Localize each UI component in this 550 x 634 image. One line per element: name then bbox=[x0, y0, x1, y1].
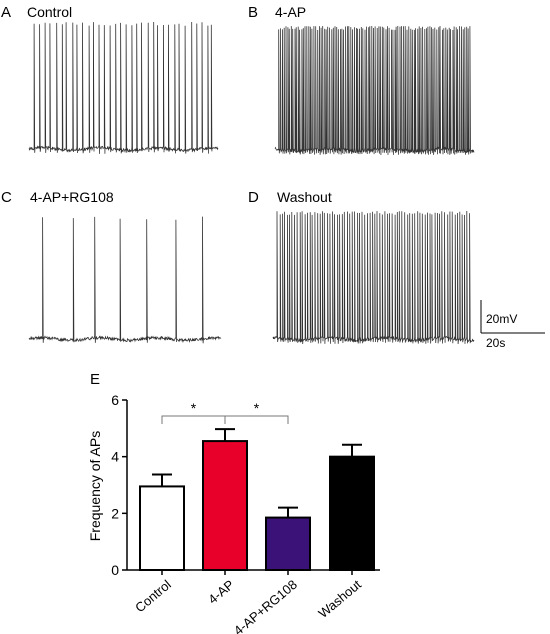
panel-a: A Control bbox=[1, 4, 219, 154]
significance-bracket bbox=[161, 415, 226, 424]
voltage-trace-line bbox=[274, 25, 475, 156]
bar-chart: 0 2 4 6 Control 4-AP4-AP+RG108 Washout * * bbox=[111, 392, 380, 634]
x-tick-label: 4-AP bbox=[205, 577, 237, 607]
scale-bar-time-label: 20s bbox=[486, 336, 505, 350]
significance-star: * bbox=[191, 400, 197, 416]
panel-d-title: Washout bbox=[277, 189, 332, 205]
y-axis-label: Frequency of APs bbox=[87, 431, 103, 542]
x-tick-label: Washout bbox=[315, 577, 364, 621]
scale-bar: 20mV 20s bbox=[480, 300, 545, 350]
panel-e-letter: E bbox=[90, 371, 100, 388]
y-tick-label: 4 bbox=[111, 449, 119, 465]
panel-a-title: Control bbox=[27, 4, 72, 20]
bar-4-ap bbox=[202, 440, 248, 572]
panel-e: E Frequency of APs 0 2 4 6 Control 4-AP4-AP+R… bbox=[87, 371, 380, 634]
panel-c-title: 4-AP+RG108 bbox=[30, 189, 114, 205]
significance-bracket bbox=[224, 415, 289, 424]
bar-4-ap-rg108 bbox=[265, 516, 311, 571]
voltage-trace-line bbox=[272, 210, 475, 345]
y-tick-label: 0 bbox=[111, 562, 119, 578]
y-tick-label: 2 bbox=[111, 505, 119, 521]
panel-c: C 4-AP+RG108 bbox=[1, 189, 222, 344]
bar-control bbox=[139, 485, 185, 571]
x-tick-label: Control bbox=[132, 577, 174, 616]
panel-b-trace bbox=[274, 25, 475, 156]
panel-a-trace bbox=[28, 21, 219, 154]
y-tick-label: 6 bbox=[111, 392, 119, 408]
panel-c-letter: C bbox=[1, 189, 12, 206]
panel-b: B 4-AP bbox=[248, 4, 475, 156]
panel-d: D Washout bbox=[248, 189, 475, 345]
bar-washout bbox=[329, 455, 375, 571]
voltage-trace-line bbox=[28, 21, 219, 154]
voltage-trace-line bbox=[28, 216, 222, 344]
panel-c-trace bbox=[28, 216, 222, 344]
panel-d-trace bbox=[272, 210, 475, 345]
scale-bar-voltage-label: 20mV bbox=[486, 312, 517, 326]
panel-a-letter: A bbox=[1, 4, 11, 21]
panel-b-title: 4-AP bbox=[275, 4, 306, 20]
x-tick-label: 4-AP+RG108 bbox=[231, 577, 300, 634]
panel-d-letter: D bbox=[248, 189, 259, 206]
significance-star: * bbox=[254, 400, 260, 416]
panel-b-letter: B bbox=[248, 4, 258, 21]
